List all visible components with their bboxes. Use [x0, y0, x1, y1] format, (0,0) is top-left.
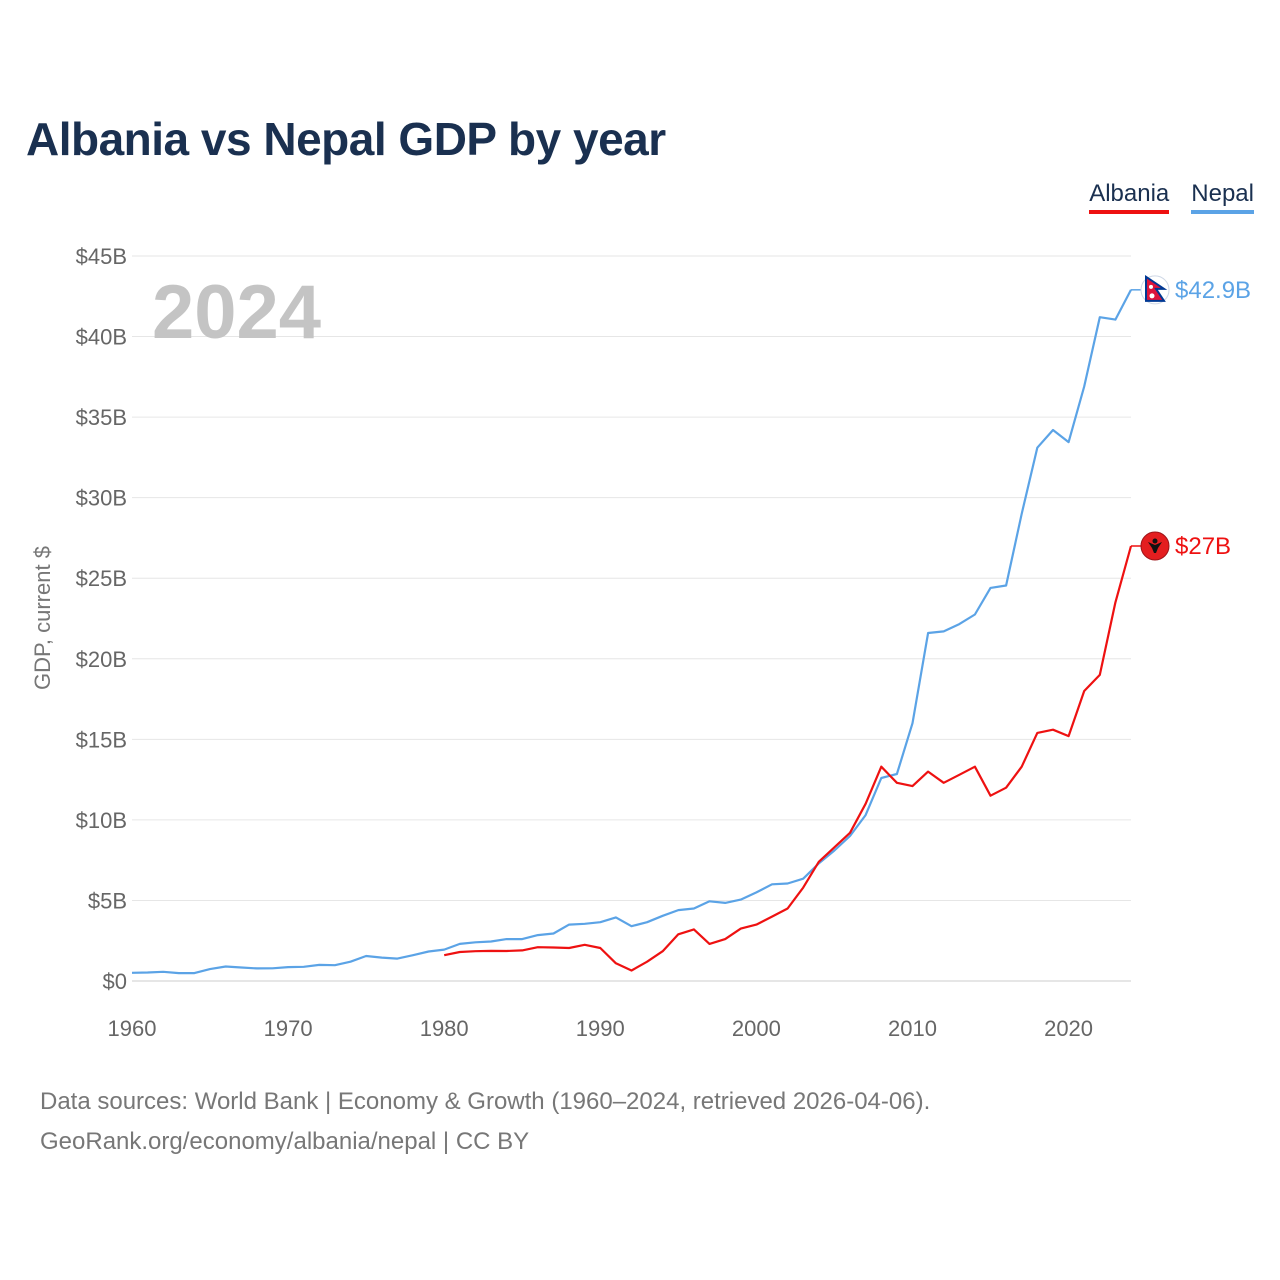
- x-tick-label: 1970: [264, 1016, 313, 1041]
- chart-title: Albania vs Nepal GDP by year: [26, 113, 666, 165]
- data-sources: Data sources: World Bank | Economy & Gro…: [40, 1088, 931, 1115]
- x-tick-label: 1990: [576, 1016, 625, 1041]
- x-tick-label: 2000: [732, 1016, 781, 1041]
- albania-flag-icon: [1140, 531, 1170, 561]
- x-tick-label: 1960: [108, 1016, 157, 1041]
- nepal-flag-icon: [1140, 274, 1170, 305]
- series-line-nepal[interactable]: [131, 289, 1132, 975]
- legend: Albania Nepal: [1089, 180, 1254, 214]
- y-tick-label: $45B: [76, 244, 127, 269]
- y-tick-label: $30B: [76, 486, 127, 511]
- legend-item-nepal[interactable]: Nepal: [1191, 180, 1254, 214]
- gridlines: [132, 255, 1131, 982]
- y-tick-label: $40B: [76, 325, 127, 350]
- year-watermark: 2024: [152, 270, 321, 355]
- x-tick-label: 2010: [888, 1016, 937, 1041]
- legend-item-albania[interactable]: Albania: [1089, 180, 1170, 214]
- x-tick-label: 1980: [420, 1016, 469, 1041]
- y-tick-label: $0: [103, 969, 127, 994]
- y-tick-label: $25B: [76, 566, 127, 591]
- y-tick-label: $35B: [76, 405, 127, 430]
- line-chart: $0 $5B $10B $15B $20B $25B $30B $35B $40B $45B 19…: [30, 244, 1251, 1041]
- series-lines: [131, 289, 1133, 975]
- series-line-albania[interactable]: [443, 545, 1133, 972]
- y-tick-label: $15B: [76, 727, 127, 752]
- y-tick-label: $20B: [76, 647, 127, 672]
- footer: Data sources: World Bank | Economy & Gro…: [40, 1082, 930, 1162]
- series-end-markers: $42.9B $27B: [1131, 274, 1251, 561]
- x-axis-ticks: 1960 1970 1980 1990 2000 2010 2020: [108, 1016, 1094, 1041]
- y-tick-label: $5B: [88, 888, 127, 913]
- x-tick-label: 2020: [1044, 1016, 1093, 1041]
- y-axis-label: GDP, current $: [30, 546, 55, 690]
- end-value-label-albania: $27B: [1175, 533, 1231, 560]
- y-axis-ticks: $0 $5B $10B $15B $20B $25B $30B $35B $40B $45B: [76, 244, 127, 994]
- end-value-label-nepal: $42.9B: [1175, 277, 1251, 304]
- credit-link[interactable]: GeoRank.org/economy/albania/nepal | CC B…: [40, 1128, 530, 1155]
- y-tick-label: $10B: [76, 808, 127, 833]
